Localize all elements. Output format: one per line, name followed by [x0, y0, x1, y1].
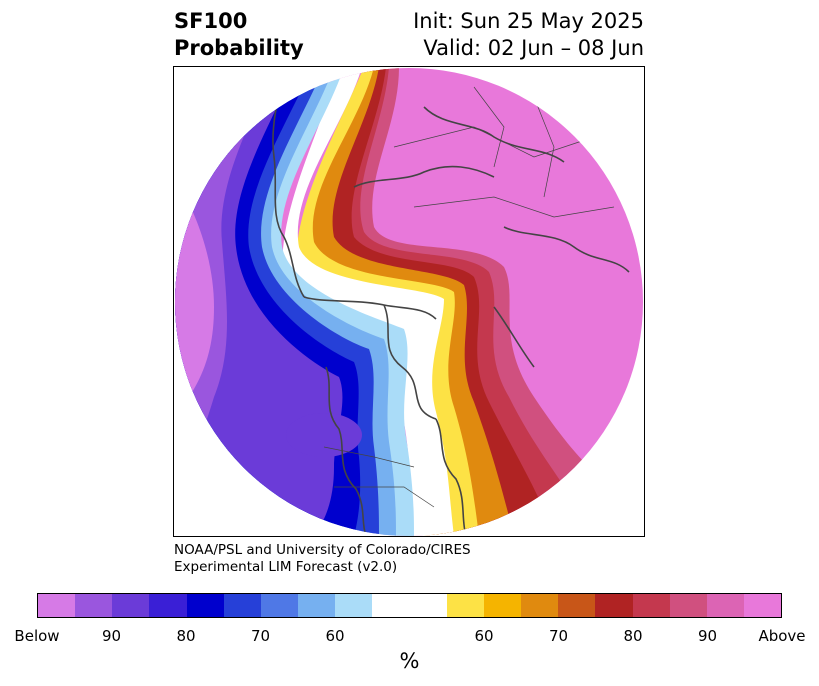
plot-title-left: SF100 Probability — [174, 8, 304, 62]
colorbar-segment-4 — [186, 594, 224, 617]
colorbar-segment-3 — [149, 594, 187, 617]
title-variable: SF100 — [174, 9, 248, 33]
colorbar-tick-label: Below — [14, 627, 60, 645]
credit-model: Experimental LIM Forecast (v2.0) — [174, 559, 398, 575]
colorbar-tick-label: 60 — [474, 627, 494, 645]
colorbar-segment-12 — [483, 594, 522, 617]
political-borders — [323, 86, 615, 508]
colorbar-segment-10 — [409, 594, 447, 617]
colorbar-segment-19 — [743, 594, 782, 617]
probability-field — [175, 68, 643, 536]
colorbar-tick-label: 60 — [325, 627, 345, 645]
colorbar — [37, 593, 782, 618]
colorbar-segment-7 — [298, 594, 336, 617]
colorbar-segment-14 — [558, 594, 596, 617]
credit-institution: NOAA/PSL and University of Colorado/CIRE… — [174, 542, 471, 558]
credit-block: NOAA/PSL and University of Colorado/CIRE… — [174, 542, 471, 576]
colorbar-unit: % — [399, 649, 420, 673]
colorbar-tick-label: 80 — [623, 627, 643, 645]
colorbar-segment-6 — [260, 594, 299, 617]
colorbar-tick-label: 70 — [548, 627, 569, 645]
colorbar-tick-label: Above — [758, 627, 806, 645]
colorbar-segment-17 — [669, 594, 707, 617]
colorbar-segment-1 — [75, 594, 113, 617]
field-neutral — [282, 68, 454, 536]
colorbar-tick-label: 90 — [697, 627, 718, 645]
field-violet-core — [286, 413, 362, 457]
title-probability: Probability — [174, 36, 304, 60]
colorbar-tick-label: 90 — [101, 627, 122, 645]
init-date: Init: Sun 25 May 2025 — [413, 9, 644, 33]
colorbar-segment-16 — [632, 594, 670, 617]
colorbar-tick-label: 80 — [176, 627, 196, 645]
colorbar-segment-2 — [112, 594, 150, 617]
colorbar-segment-18 — [706, 594, 744, 617]
colorbar-segment-11 — [446, 594, 484, 617]
colorbar-segment-9 — [372, 594, 410, 617]
colorbar-segment-13 — [521, 594, 559, 617]
colorbar-ticks: Below 90 80 70 60 60 70 80 90 Above — [0, 627, 819, 647]
colorbar-segment-5 — [223, 594, 261, 617]
colorbar-segment-15 — [595, 594, 633, 617]
valid-range: Valid: 02 Jun – 08 Jun — [423, 36, 644, 60]
colorbar-tick-label: 70 — [250, 627, 271, 645]
colorbar-segment-0 — [38, 594, 76, 617]
colorbar-segment-8 — [335, 594, 373, 617]
map-canvas — [175, 68, 643, 536]
plot-title-right: Init: Sun 25 May 2025 Valid: 02 Jun – 08… — [413, 8, 644, 62]
forecast-map — [173, 66, 645, 537]
